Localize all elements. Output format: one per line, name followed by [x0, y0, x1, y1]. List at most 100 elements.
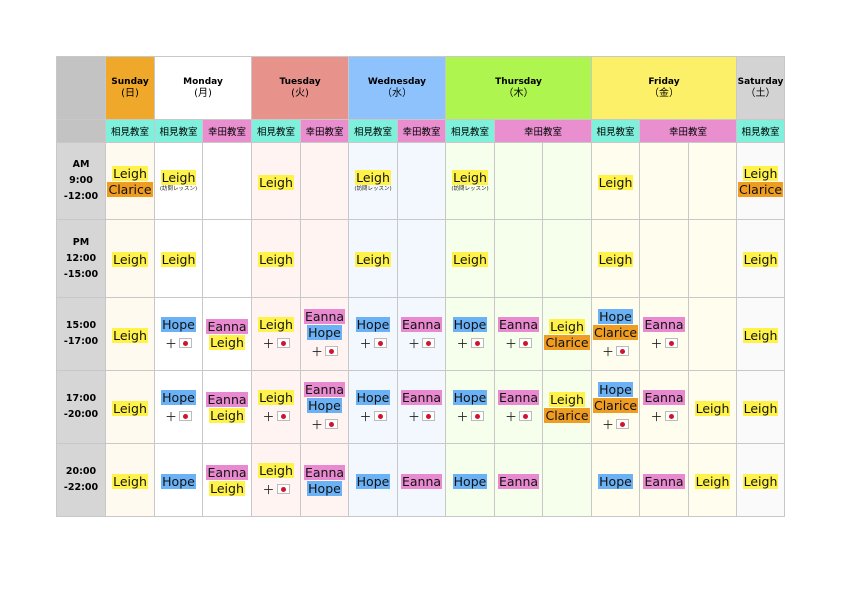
day-kanji: (日) [121, 88, 139, 99]
japan-flag-icon [519, 338, 532, 348]
slot-cell: Eanna Leigh [202, 297, 252, 371]
day-name: Tuesday [279, 77, 321, 87]
room-aimi: 相見教室 [591, 119, 640, 143]
teacher-leigh: Leigh [112, 473, 148, 489]
japan-flag-icon [373, 338, 387, 348]
teacher-eanna: Eanna [303, 464, 346, 480]
slot-cell: Eanna Hope ＋ [300, 370, 349, 444]
japan-flag-icon [179, 411, 192, 421]
slot-cell: Eanna ＋ [397, 370, 446, 444]
teacher-leigh: Leigh [549, 318, 585, 334]
teacher-eanna: Eanna [400, 473, 443, 489]
slot-cell: Eanna ＋ [494, 370, 543, 444]
room-aimi: 相見教室 [105, 119, 155, 143]
teacher-clarice: Clarice [544, 334, 590, 350]
day-kanji: （土） [745, 88, 776, 99]
slot-cell: Eanna ＋ [639, 297, 689, 371]
slot-cell: Leigh [736, 443, 785, 517]
plus-sign: ＋ [407, 336, 420, 351]
slot-cell: Hope ＋ [348, 370, 398, 444]
teacher-clarice: Clarice [107, 181, 153, 197]
time-line: 12:00 [65, 252, 97, 264]
teacher-leigh: Leigh [112, 327, 148, 343]
teacher-hope: Hope [452, 389, 488, 405]
slot-cell: Leigh (訪問レッスン) [445, 142, 495, 220]
day-header-saturday: Saturday （土） [736, 56, 785, 120]
japan-flag-icon [276, 338, 290, 348]
japan-flag-icon [325, 346, 338, 356]
slot-cell [397, 142, 446, 220]
slot-cell: Eanna ＋ [397, 297, 446, 371]
plus-sign: ＋ [650, 409, 663, 424]
japan-flag-icon [422, 411, 435, 421]
teacher-clarice: Clarice [737, 181, 784, 197]
slot-cell: Leigh (訪問レッスン) [348, 142, 398, 220]
teacher-eanna: Eanna [497, 473, 540, 489]
teacher-hope: Hope [355, 316, 391, 332]
teacher-leigh: Leigh [258, 174, 294, 190]
slot-cell: Leigh [445, 219, 495, 298]
teacher-leigh: Leigh [452, 169, 488, 185]
room-koda: 幸田教室 [397, 119, 446, 143]
day-header-row: Sunday (日) Monday (月) Tuesday (火) Wednes… [56, 56, 785, 120]
teacher-leigh: Leigh [742, 327, 779, 343]
teacher-eanna: Eanna [206, 464, 248, 480]
slot-cell: Hope [348, 443, 398, 517]
japan-flag-icon [616, 346, 629, 356]
slot-cell: Leigh [251, 142, 301, 220]
room-aimi: 相見教室 [736, 119, 785, 143]
teacher-leigh: Leigh [694, 473, 731, 489]
teacher-leigh: Leigh [112, 165, 148, 181]
slot-cell [300, 142, 349, 220]
slot-cell: Hope ＋ [348, 297, 398, 371]
corner-cell [56, 119, 106, 143]
teacher-leigh: Leigh [258, 316, 294, 332]
room-aimi: 相見教室 [445, 119, 495, 143]
teacher-eanna: Eanna [497, 389, 540, 405]
slot-cell: Eanna [397, 443, 446, 517]
teacher-leigh: Leigh [209, 334, 245, 350]
japan-flag-icon [470, 338, 484, 348]
teacher-leigh: Leigh [355, 252, 391, 267]
japan-flag-icon [470, 411, 484, 421]
time-line: -15:00 [63, 268, 99, 280]
slot-cell: Leigh [154, 219, 203, 298]
time-label: 17:00 -20:00 [56, 370, 106, 444]
teacher-eanna: Eanna [400, 389, 443, 405]
corner-cell [56, 56, 106, 120]
teacher-leigh: Leigh [355, 169, 391, 185]
day-name: Monday [183, 77, 223, 87]
slot-cell [202, 219, 252, 298]
slot-cell [688, 297, 737, 371]
slot-cell: Leigh [736, 297, 785, 371]
plus-sign: ＋ [456, 409, 469, 424]
teacher-hope: Hope [355, 389, 391, 405]
day-header-tuesday: Tuesday (火) [251, 56, 349, 120]
slot-cell: Eanna Hope [300, 443, 349, 517]
teacher-eanna: Eanna [400, 316, 443, 332]
teacher-hope: Hope [598, 473, 633, 489]
slot-cell: Leigh [105, 443, 155, 517]
teacher-leigh: Leigh [742, 473, 779, 489]
teacher-leigh: Leigh [209, 407, 245, 423]
teacher-eanna: Eanna [206, 391, 248, 407]
slot-cell: Eanna [494, 443, 543, 517]
teacher-leigh: Leigh [597, 174, 634, 190]
teacher-leigh: Leigh [160, 169, 197, 185]
teacher-eanna: Eanna [643, 473, 685, 489]
slot-cell [300, 219, 349, 298]
plus-sign: ＋ [504, 336, 517, 351]
slot-cell: Leigh (訪問レッスン) [154, 142, 203, 220]
slot-cell: Leigh [105, 219, 155, 298]
room-koda: 幸田教室 [300, 119, 349, 143]
teacher-leigh: Leigh [258, 252, 294, 267]
slot-cell: Leigh Clarice [542, 370, 592, 444]
slot-cell: Hope Clarice ＋ [591, 370, 640, 444]
teacher-leigh: Leigh [694, 400, 731, 416]
slot-cell: Hope Clarice ＋ [591, 297, 640, 371]
slot-cell [542, 142, 592, 220]
teacher-eanna: Eanna [303, 381, 346, 397]
slot-row-1500: 15:00 -17:00 Leigh Hope ＋ Eanna Leigh Leig… [56, 297, 785, 371]
day-kanji: (火) [291, 88, 309, 99]
day-header-monday: Monday (月) [154, 56, 252, 120]
